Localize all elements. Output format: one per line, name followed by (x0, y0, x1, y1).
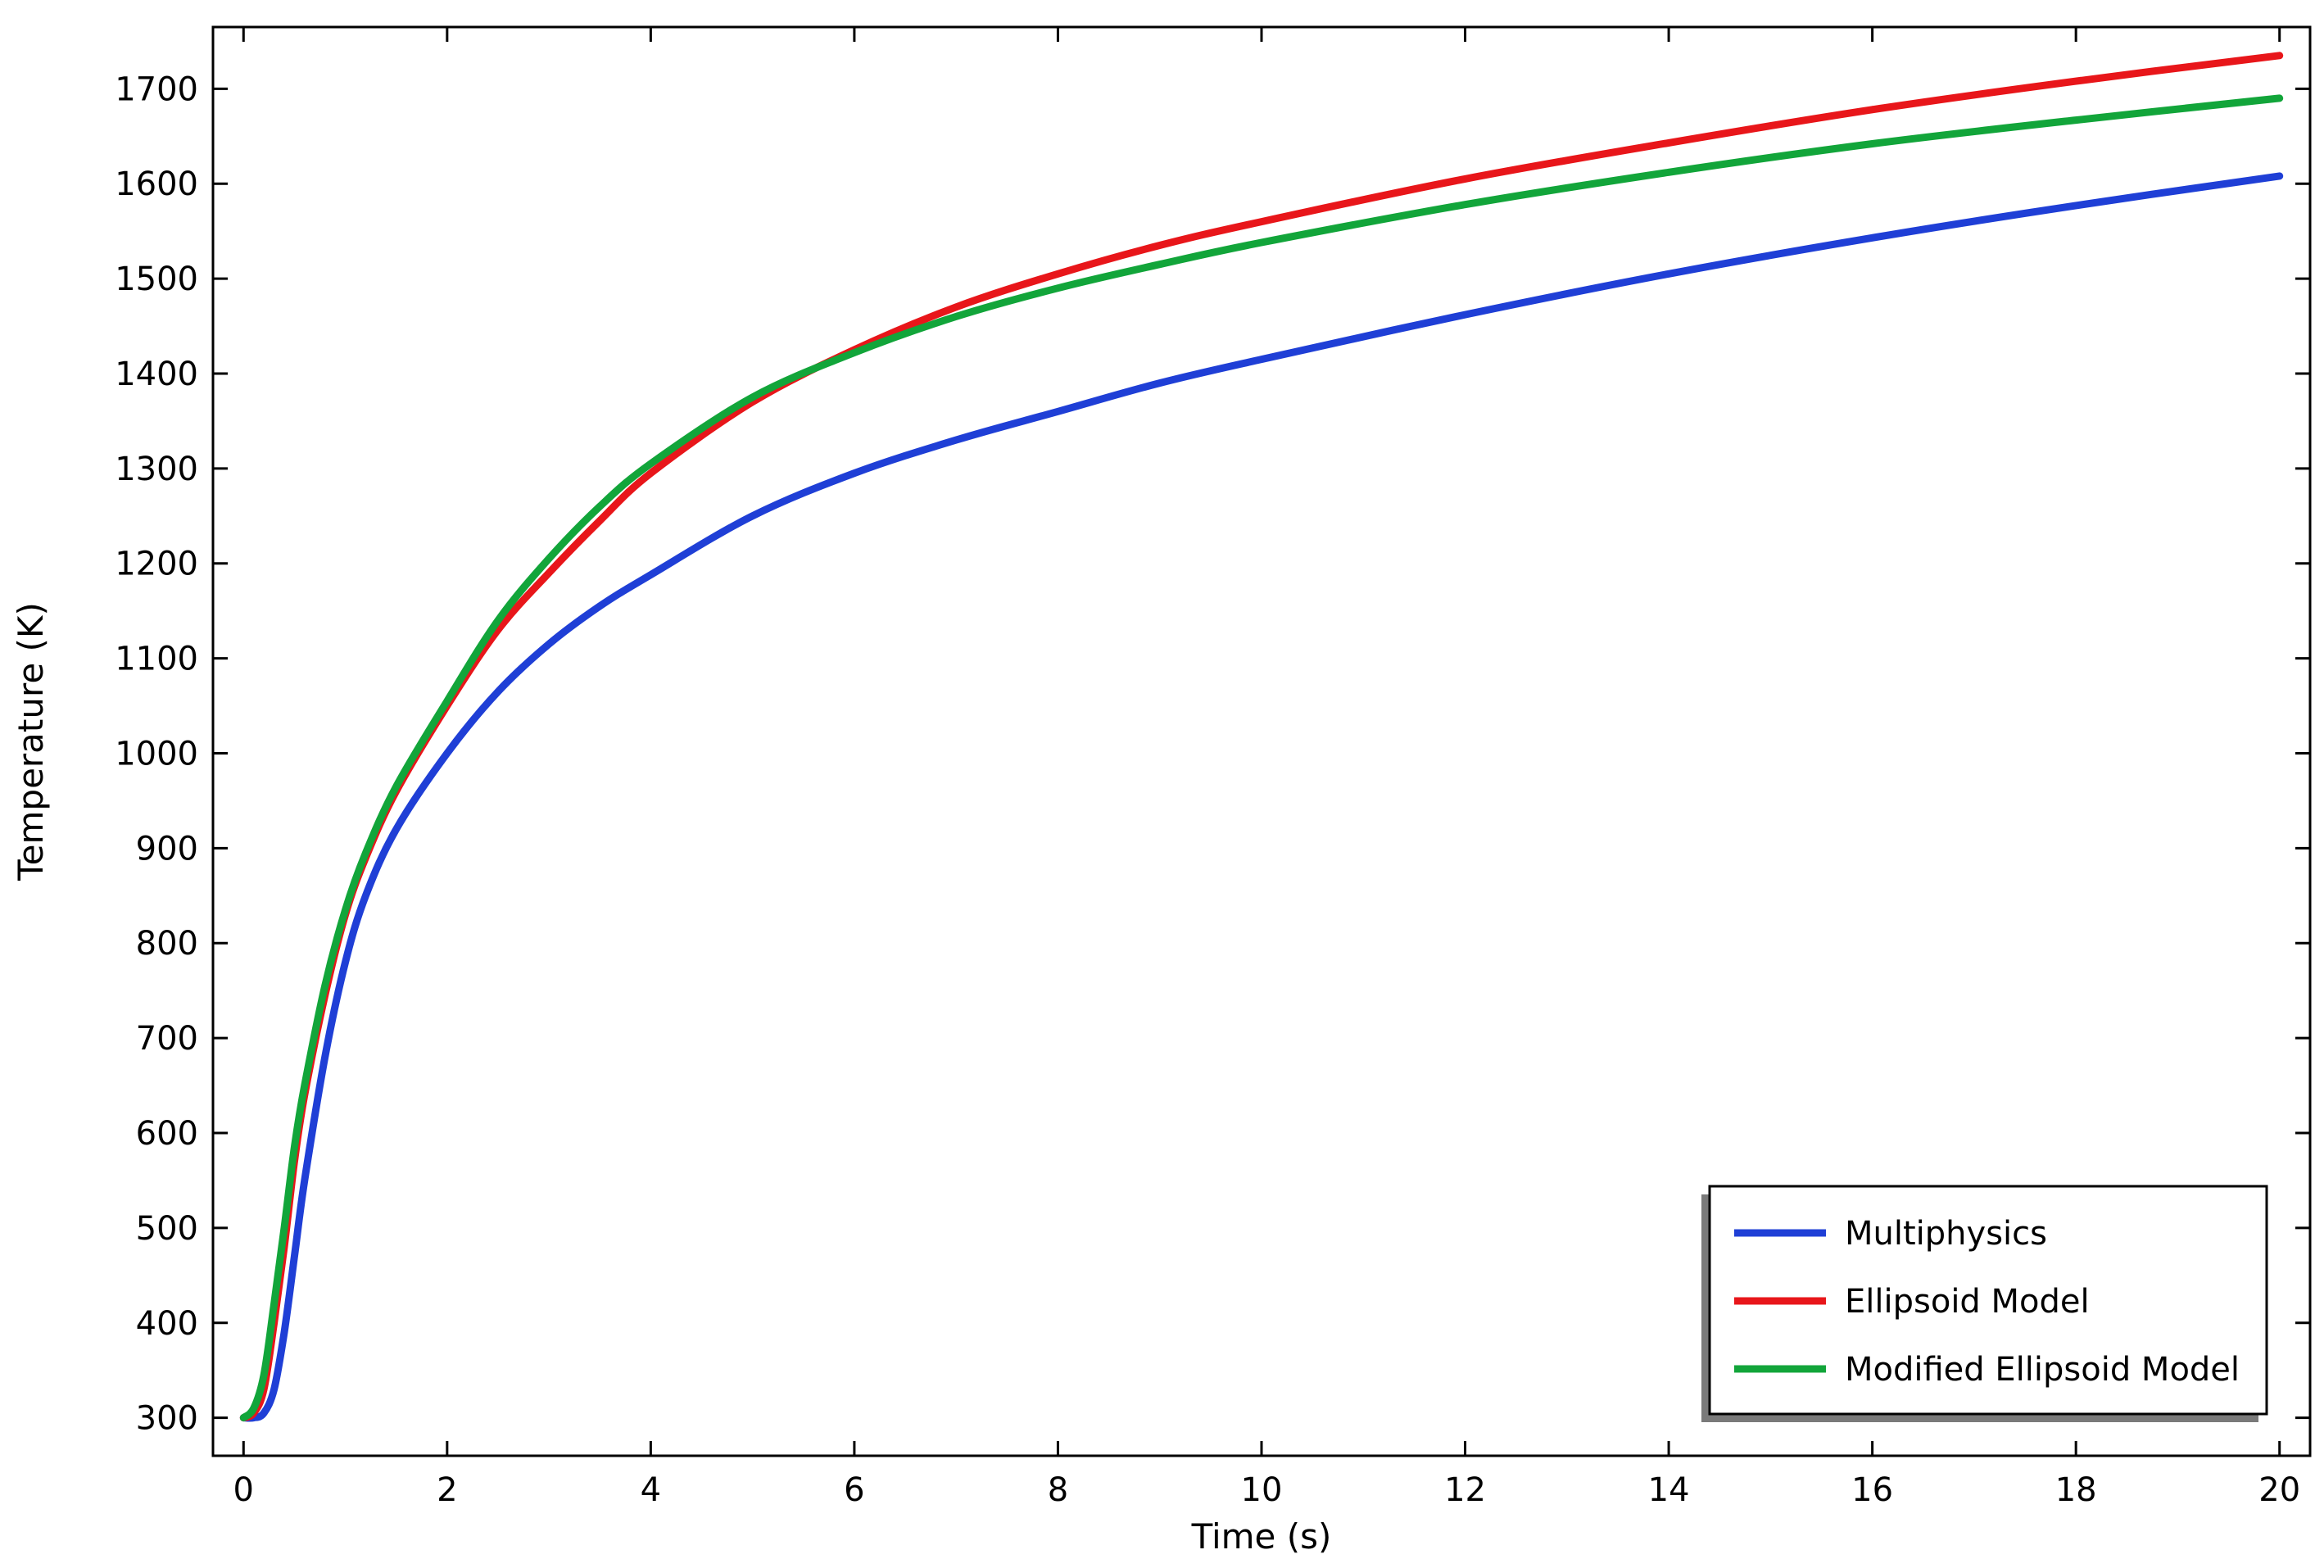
legend-items: Multiphysics Ellipsoid Model Modified Elli… (1734, 1215, 2240, 1389)
x-tick-label: 8 (1048, 1471, 1068, 1509)
legend-label: Modified Ellipsoid Model (1845, 1351, 2240, 1389)
x-tick-label: 18 (2055, 1471, 2097, 1509)
y-tick-label: 1600 (115, 165, 198, 203)
x-tick-label: 0 (233, 1471, 254, 1509)
series-line (239, 172, 2284, 1422)
y-tick-label: 800 (136, 925, 198, 963)
x-tick-label: 20 (2258, 1471, 2300, 1509)
y-tick-label: 900 (136, 830, 198, 868)
axis-ticks (213, 27, 2310, 1456)
y-tick-label: 1400 (115, 356, 198, 393)
y-tick-label: 1500 (115, 261, 198, 298)
x-tick-label: 10 (1241, 1471, 1283, 1509)
series-lines (239, 52, 2284, 1422)
x-tick-label: 2 (437, 1471, 457, 1509)
series-line (239, 94, 2284, 1422)
y-tick-label: 400 (136, 1305, 198, 1343)
x-tick-label: 4 (641, 1471, 661, 1509)
y-tick-label: 1700 (115, 70, 198, 108)
x-tick-label: 12 (1444, 1471, 1486, 1509)
y-axis-label: Temperature (K) (11, 602, 51, 881)
y-tick-label: 300 (136, 1400, 198, 1438)
y-tick-label: 600 (136, 1115, 198, 1153)
y-tick-label: 1000 (115, 735, 198, 773)
tick-labels: 0 2 4 6 8 10 12 14 16 18 20 300 400 500 600 700 800 900 10… (115, 70, 2300, 1509)
legend: Multiphysics Ellipsoid Model Modified Elli… (1701, 1185, 2268, 1422)
y-tick-label: 700 (136, 1020, 198, 1058)
y-tick-label: 1200 (115, 546, 198, 583)
legend-label: Ellipsoid Model (1845, 1283, 2090, 1321)
x-tick-label: 16 (1851, 1471, 1893, 1509)
y-tick-label: 1100 (115, 641, 198, 678)
legend-label: Multiphysics (1845, 1215, 2047, 1253)
y-tick-label: 500 (136, 1210, 198, 1248)
plot-frame (211, 25, 2312, 1457)
x-tick-label: 6 (844, 1471, 864, 1509)
y-tick-label: 1300 (115, 451, 198, 488)
x-tick-label: 14 (1648, 1471, 1690, 1509)
x-axis-label: Time (s) (1191, 1516, 1332, 1557)
